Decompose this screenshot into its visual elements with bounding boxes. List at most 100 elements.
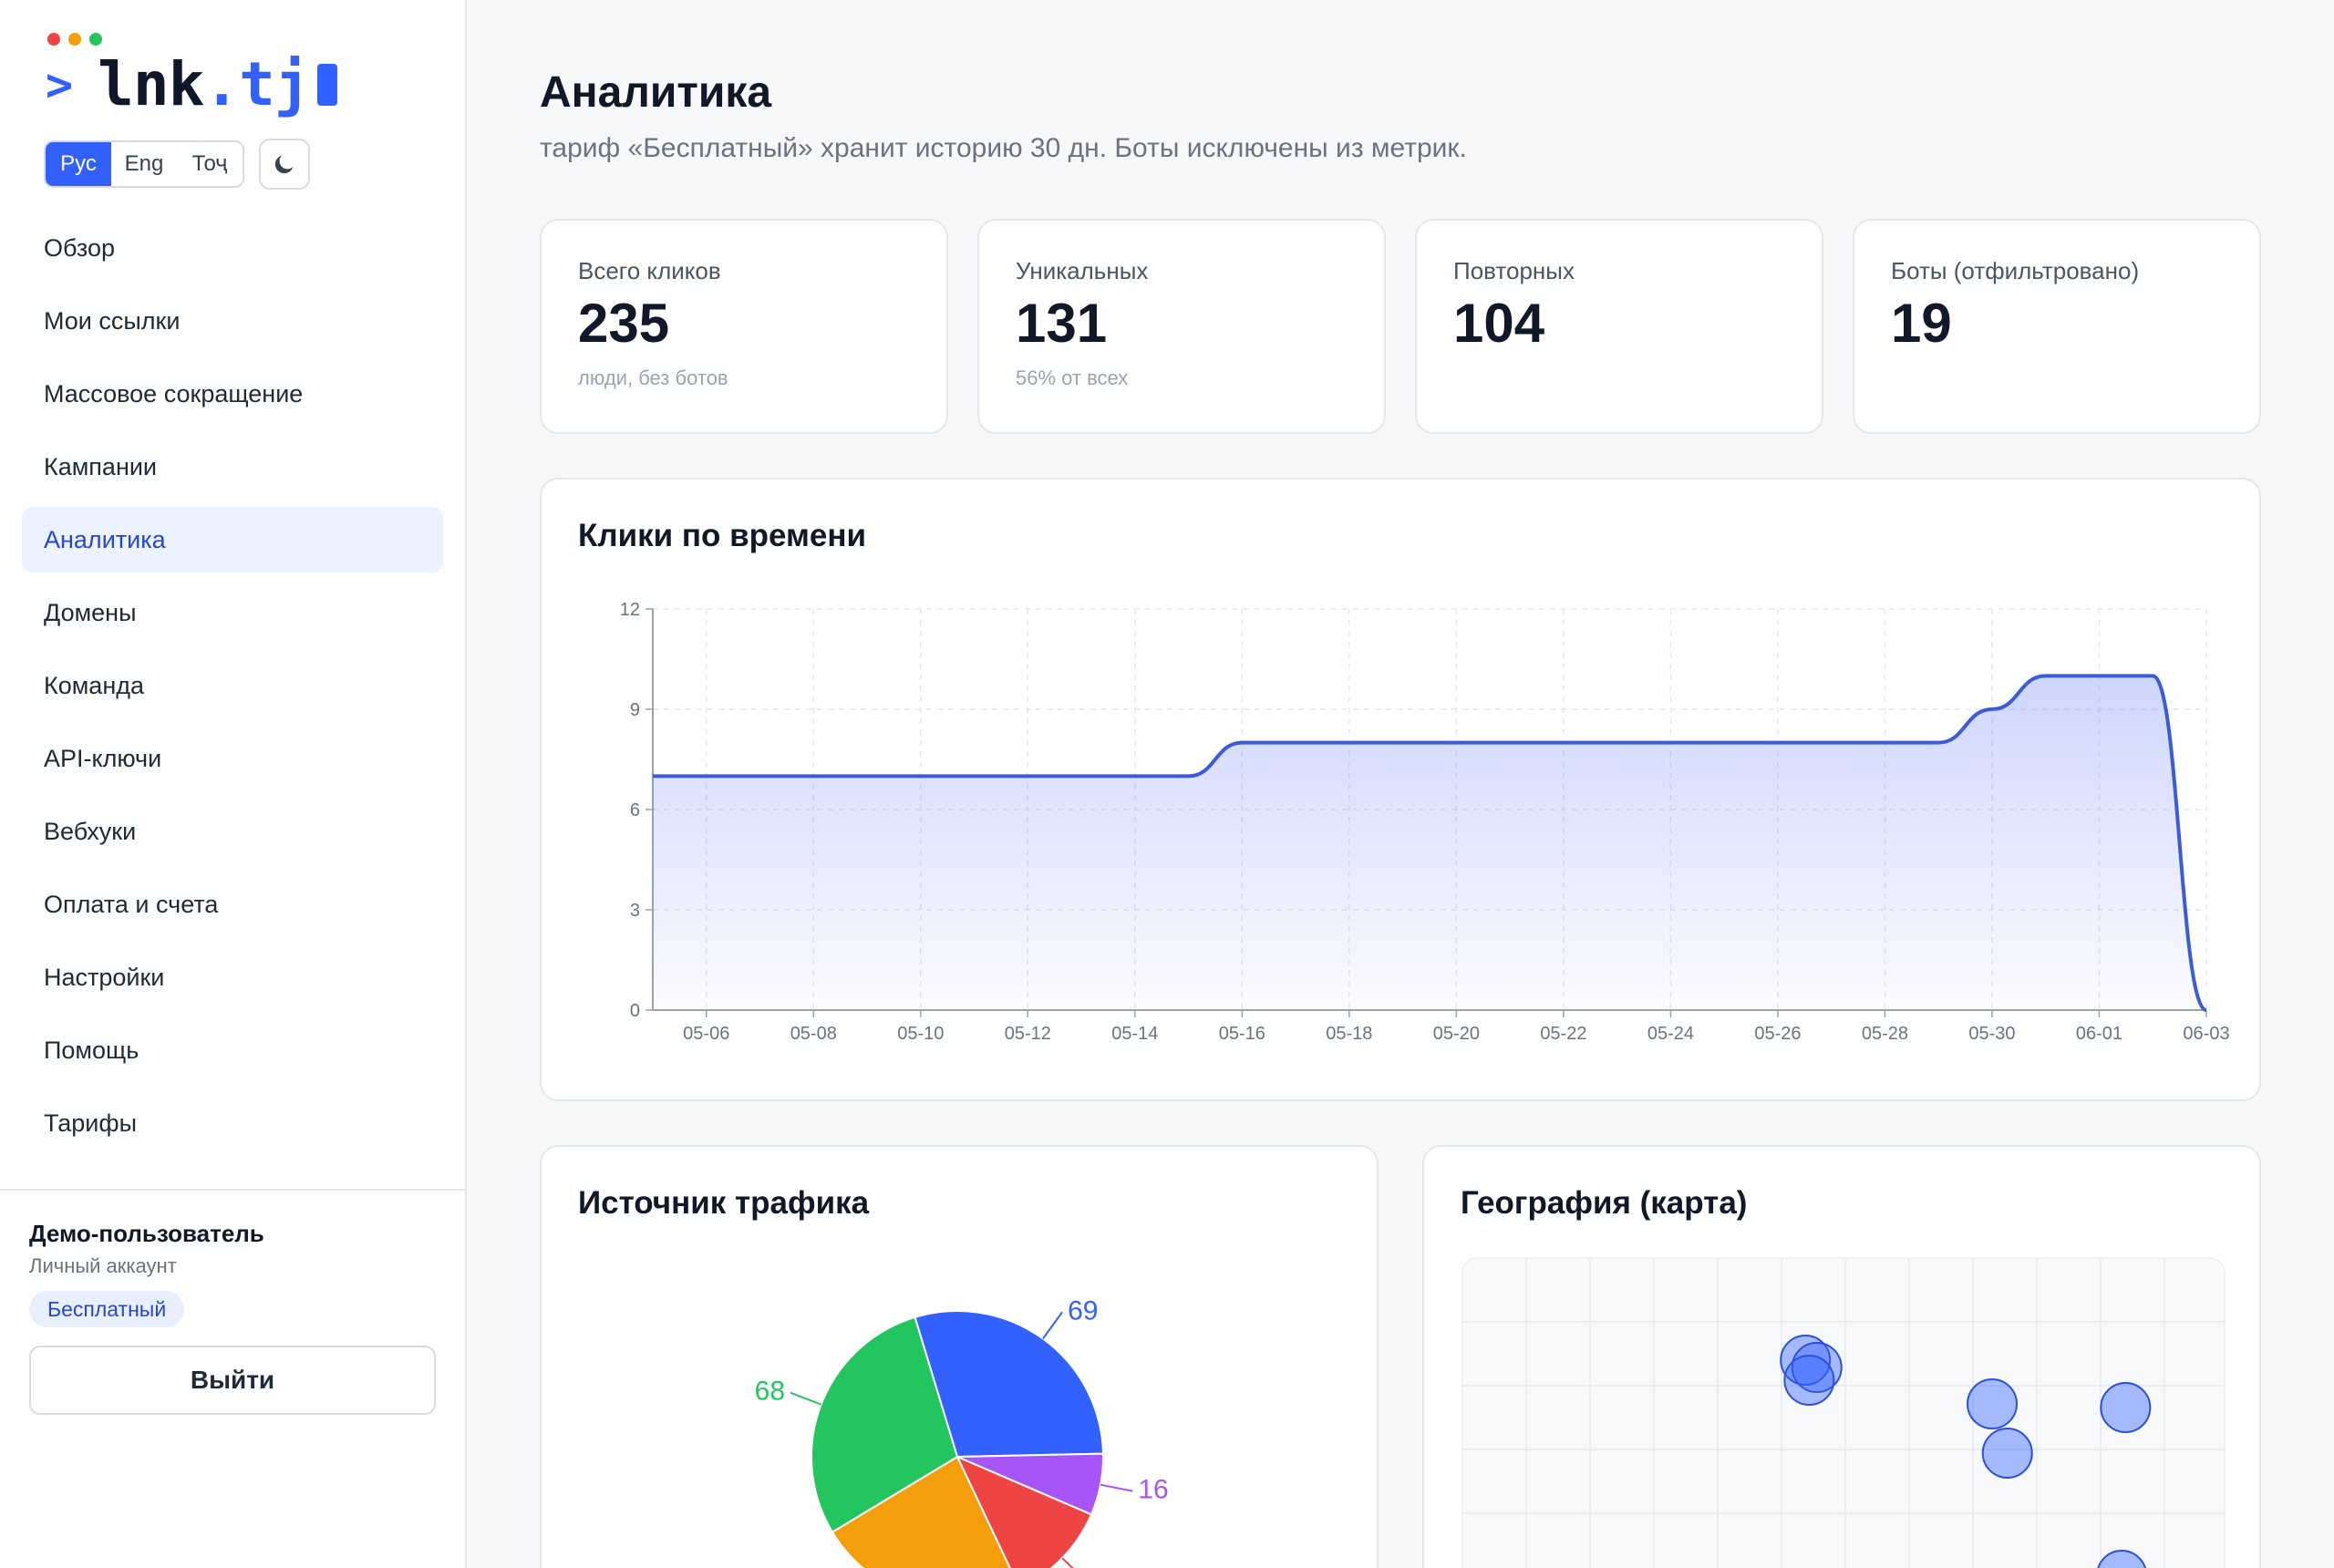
stat-card-total-clicks: Всего кликов 235 люди, без ботов bbox=[540, 219, 948, 434]
geo-point[interactable] bbox=[1981, 1428, 2033, 1479]
window-dot-yellow bbox=[68, 33, 81, 46]
window-dots bbox=[47, 33, 102, 46]
sidebar-item-analytics[interactable]: Аналитика bbox=[22, 507, 443, 573]
moon-icon bbox=[274, 155, 294, 174]
x-tick-label: 05-12 bbox=[1005, 1024, 1051, 1044]
theme-toggle-button[interactable] bbox=[259, 139, 310, 190]
y-tick-label: 3 bbox=[630, 901, 640, 921]
sidebar-item-settings[interactable]: Настройки bbox=[44, 963, 165, 991]
geo-point[interactable] bbox=[2097, 1550, 2146, 1568]
x-tick-label: 06-03 bbox=[2183, 1024, 2229, 1044]
clicks-chart-card: Клики по времени 0 3 6 9 12 05-06 05-08 05-10 05… bbox=[540, 478, 2261, 1101]
y-tick-label: 0 bbox=[630, 1001, 640, 1021]
logo-tld: .tj bbox=[203, 49, 310, 119]
x-tick-label: 05-26 bbox=[1754, 1024, 1801, 1044]
plan-badge: Бесплатный bbox=[29, 1291, 185, 1327]
window-dot-red bbox=[47, 33, 60, 46]
clicks-line bbox=[652, 674, 2207, 1012]
stat-card-repeat: Повторных 104 bbox=[1415, 219, 1823, 434]
sidebar-item-api-keys[interactable]: API-ключи bbox=[44, 744, 162, 772]
pie-slice bbox=[914, 1310, 1104, 1459]
x-tick-label: 05-30 bbox=[1968, 1024, 2015, 1044]
pie-slice bbox=[955, 1455, 1093, 1568]
logo-name: lnk bbox=[98, 49, 204, 119]
stat-value: 235 bbox=[578, 293, 670, 354]
sidebar-divider bbox=[0, 1189, 465, 1191]
pie-label-leader bbox=[790, 1391, 821, 1406]
map-background bbox=[1461, 1257, 2226, 1568]
pie-data-label: 68 bbox=[755, 1377, 785, 1407]
page-subtitle: тариф «Бесплатный» хранит историю 30 дн.… bbox=[540, 133, 1467, 163]
sidebar-item-domains[interactable]: Домены bbox=[44, 598, 137, 626]
y-tick-label: 6 bbox=[630, 800, 640, 820]
language-switcher: Рус Eng Тоҷ bbox=[44, 140, 244, 188]
sidebar-nav: Обзор Мои ссылки Массовое сокращение Кам… bbox=[22, 215, 443, 1163]
x-tick-label: 05-24 bbox=[1647, 1024, 1694, 1044]
pie-label-leader bbox=[1100, 1483, 1133, 1492]
x-tick-label: 05-22 bbox=[1540, 1024, 1586, 1044]
window-dot-green bbox=[89, 33, 102, 46]
clicks-chart-title: Клики по времени bbox=[578, 518, 867, 553]
stat-label: Всего кликов bbox=[578, 257, 721, 284]
user-account-type: Личный аккаунт bbox=[29, 1254, 177, 1277]
x-tick-label: 05-28 bbox=[1862, 1024, 1908, 1044]
pie-label-leader bbox=[1042, 1311, 1063, 1340]
clicks-line-chart: 0 3 6 9 12 05-06 05-08 05-10 05-12 05-14 05-16 05-1… bbox=[620, 600, 2230, 1044]
lang-tj-button[interactable]: Тоҷ bbox=[191, 151, 228, 176]
geo-point[interactable] bbox=[2100, 1382, 2152, 1433]
x-tick-label: 05-06 bbox=[683, 1024, 729, 1044]
x-tick-label: 05-20 bbox=[1433, 1024, 1480, 1044]
geography-card: География (карта) bbox=[1422, 1145, 2261, 1568]
sidebar: > lnk .tj Рус Eng Тоҷ Обзор Мои ссылки М… bbox=[0, 0, 467, 1568]
pie-slice bbox=[831, 1455, 1011, 1568]
x-tick-label: 05-18 bbox=[1326, 1024, 1372, 1044]
stat-label: Боты (отфильтровано) bbox=[1891, 257, 2140, 284]
geography-map bbox=[1461, 1257, 2226, 1568]
stat-value: 19 bbox=[1891, 293, 1952, 354]
pie-data-label: 16 bbox=[1138, 1475, 1168, 1505]
logo[interactable]: > lnk .tj bbox=[46, 49, 337, 119]
sidebar-item-bulk-shorten[interactable]: Массовое сокращение bbox=[44, 379, 304, 407]
sidebar-item-overview[interactable]: Обзор bbox=[44, 233, 115, 262]
geo-point[interactable] bbox=[1783, 1355, 1835, 1406]
traffic-pie-chart: 69 16 27 68 bbox=[755, 1295, 1169, 1568]
pie-slice bbox=[811, 1315, 959, 1533]
sidebar-item-billing[interactable]: Оплата и счета bbox=[44, 890, 219, 918]
pie-data-label: 27 bbox=[1091, 1564, 1121, 1568]
stat-label: Повторных bbox=[1453, 257, 1575, 284]
geography-title: География (карта) bbox=[1461, 1185, 1748, 1221]
lang-ru-button[interactable]: Рус bbox=[46, 142, 111, 186]
sidebar-item-team[interactable]: Команда bbox=[44, 671, 145, 699]
stat-value: 104 bbox=[1453, 293, 1545, 354]
logo-prompt: > bbox=[46, 57, 73, 111]
logout-button[interactable]: Выйти bbox=[29, 1346, 436, 1415]
sidebar-item-help[interactable]: Помощь bbox=[44, 1036, 139, 1064]
y-tick-label: 12 bbox=[620, 600, 640, 620]
geo-point[interactable] bbox=[1967, 1378, 2019, 1429]
stat-note: люди, без ботов bbox=[578, 366, 728, 389]
sidebar-item-pricing[interactable]: Тарифы bbox=[44, 1109, 138, 1137]
user-name: Демо-пользователь bbox=[29, 1220, 264, 1247]
pie-label-leader bbox=[1061, 1557, 1074, 1568]
stat-label: Уникальных bbox=[1016, 257, 1149, 284]
x-tick-label: 05-16 bbox=[1219, 1024, 1265, 1044]
traffic-source-title: Источник трафика bbox=[578, 1185, 870, 1221]
traffic-source-card: Источник трафика 69 16 27 68 bbox=[540, 1145, 1379, 1568]
stat-note: 56% от всех bbox=[1016, 366, 1129, 389]
x-tick-label: 05-08 bbox=[790, 1024, 837, 1044]
y-tick-label: 9 bbox=[630, 700, 640, 720]
clicks-area bbox=[653, 676, 2206, 1010]
x-tick-label: 05-14 bbox=[1111, 1024, 1158, 1044]
stat-card-unique: Уникальных 131 56% от всех bbox=[977, 219, 1386, 434]
x-tick-label: 06-01 bbox=[2076, 1024, 2122, 1044]
sidebar-item-campaigns[interactable]: Кампании bbox=[44, 452, 158, 480]
lang-en-button[interactable]: Eng bbox=[124, 151, 164, 176]
pie-data-label: 69 bbox=[1068, 1295, 1098, 1326]
stat-value: 131 bbox=[1016, 293, 1108, 354]
sidebar-item-my-links[interactable]: Мои ссылки bbox=[44, 306, 181, 335]
stat-card-bots: Боты (отфильтровано) 19 bbox=[1853, 219, 2261, 434]
logo-cursor-icon bbox=[316, 63, 337, 106]
sidebar-item-webhooks[interactable]: Вебхуки bbox=[44, 817, 137, 845]
page-title: Аналитика bbox=[540, 68, 772, 117]
x-tick-label: 05-10 bbox=[897, 1024, 944, 1044]
